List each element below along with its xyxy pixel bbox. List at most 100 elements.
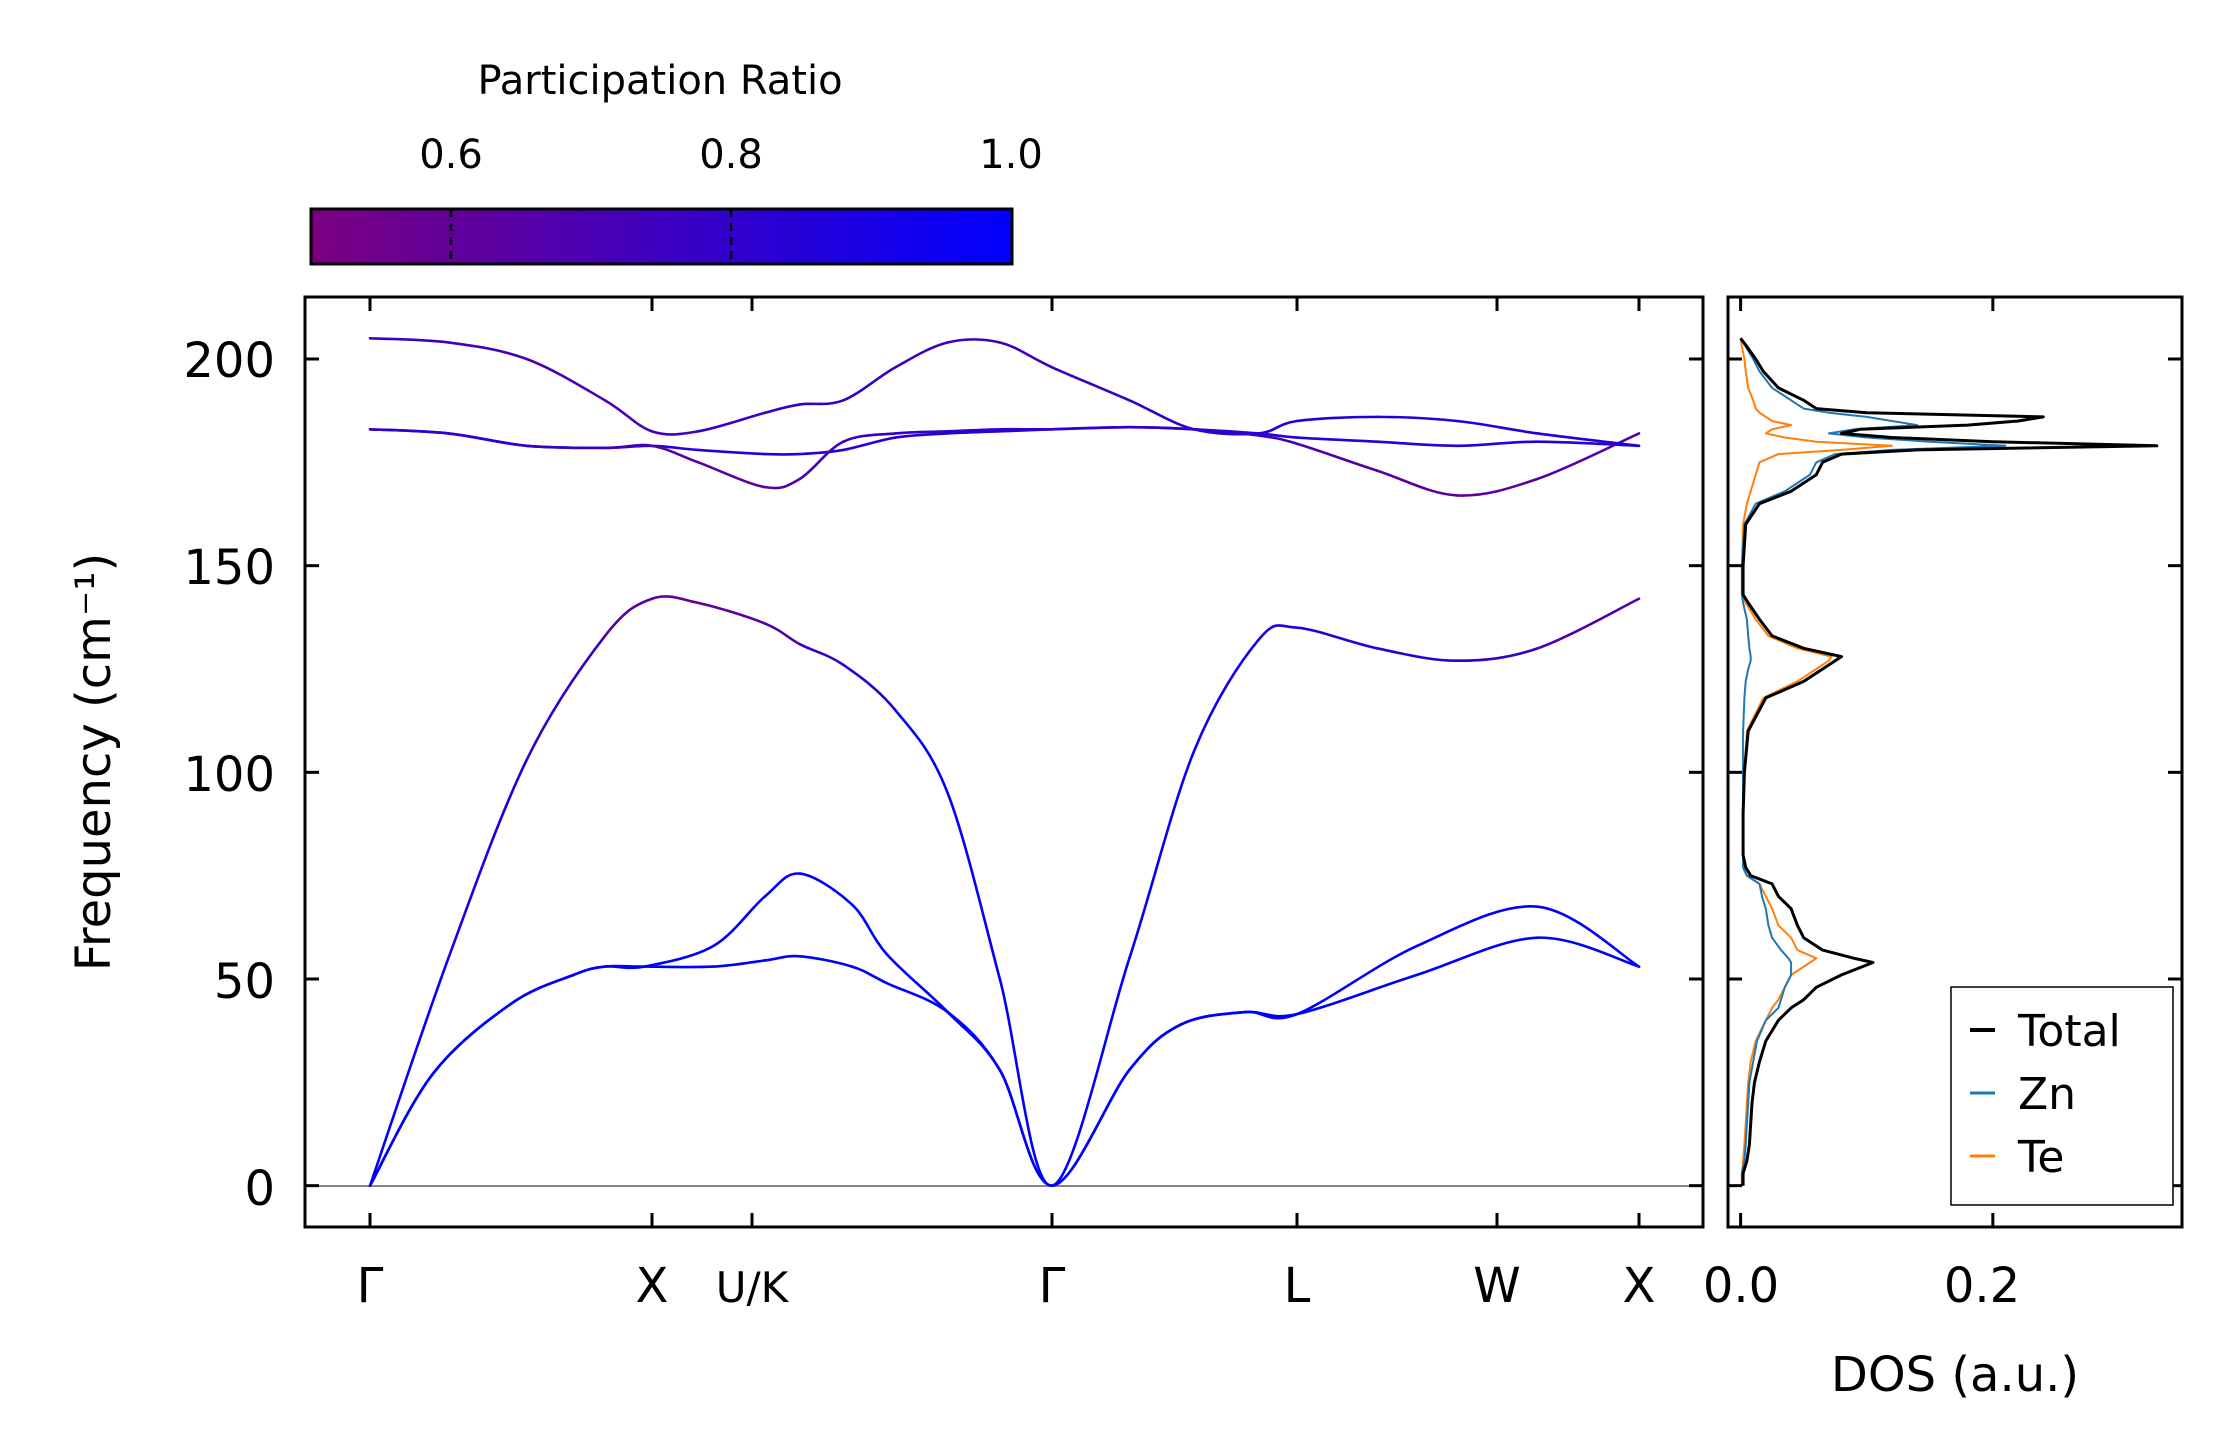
legend-label-total: Total [2017,1006,2121,1057]
band-6-segment [1257,419,1299,435]
band-2-segment [712,895,767,948]
dos-line-total [1739,337,2159,1186]
band-1-segment [1128,1023,1183,1072]
band-1-segment [1536,936,1641,968]
band-2-segment [1536,905,1641,968]
band-6-segment [842,365,897,402]
dos-axes-frame [1726,295,2184,1229]
dos-x-axis-label: DOS (a.u.) [1831,1347,2079,1403]
band-6-segment [1128,399,1196,431]
band-2-segment [763,872,802,898]
band-6-segment [525,357,607,402]
band-2-segment [642,944,715,968]
band-1-segment [1415,936,1539,977]
dos-x-ticklabel: 0.0 [1703,1258,1779,1314]
band-3-segment [1192,638,1260,753]
band-2-segment [368,1072,434,1187]
band-3-segment [447,758,528,960]
band-5-segment [894,430,949,435]
band-5-segment [696,461,767,489]
band-6-segment [998,341,1054,369]
band-3-segment [1455,647,1539,663]
band-6-segment [798,399,845,406]
band-2-segment [1128,1023,1183,1072]
dos-line-te [1739,338,1893,1186]
band-3-segment [650,595,700,605]
band-panel: 0 50 100 150 200 Frequency (cm⁻¹) Γ X U/… [66,295,1705,1314]
band-2-segment [850,903,889,956]
y-ticklabel: 0 [244,1161,275,1217]
band-6-segment [946,338,1002,344]
band-5-segment [842,432,897,443]
band-3-segment [946,791,1002,981]
band-5-segment [447,432,528,448]
band-6-segment [650,430,700,436]
band-2-segment [1179,1010,1247,1026]
band-4-segment [894,432,949,439]
x-ticklabel-u-k-text: U/K [716,1263,790,1312]
band-3-segment [1050,957,1131,1187]
x-ticklabel: L [1284,1258,1311,1314]
band-2-segment [1415,905,1539,948]
band-5-segment [946,427,1002,433]
band-6-segment [1375,415,1459,423]
band-5-segment [1257,434,1299,446]
band-5-segment [1295,442,1379,472]
band-4-segment [842,436,897,452]
y-ticklabel: 50 [214,954,275,1010]
band-2-segment [509,973,575,1006]
band-4-segment [1375,440,1459,448]
band-2-segment [1244,1010,1299,1020]
band-5-segment [1128,425,1196,431]
band-6-segment [763,403,802,415]
band-2-segment [1295,944,1419,1016]
band-4-segment [696,448,767,456]
band-3-segment [368,957,450,1187]
legend-frame [1950,986,2174,1206]
band-1-segment [885,981,949,1014]
band-3-segment [998,977,1054,1187]
colorbar-ticklabel: 0.8 [699,132,763,178]
band-1-segment [1295,973,1419,1016]
band-2-segment [431,1002,513,1076]
dos-x-ticklabel: 0.2 [1944,1258,2020,1314]
legend: Total Zn Te [1950,986,2174,1206]
y-ticklabel: 100 [183,747,275,803]
band-axes-frame [303,295,1705,1229]
band-3-segment [1257,624,1299,642]
band-5-segment [525,444,607,450]
band-3-segment [798,642,845,667]
colorbar-label: Participation Ratio [477,58,842,104]
band-6-segment [1192,427,1260,436]
band-5-segment [1455,477,1539,497]
band-6-segment [1050,365,1131,402]
band-4-segment [1295,436,1379,443]
band-2-segment [1050,1068,1131,1187]
band-1-segment [798,954,854,968]
legend-label-te: Te [2017,1132,2064,1183]
band-6-segment [894,341,949,369]
band-2-segment [572,965,607,977]
band-1-segment [712,959,767,968]
band-3-segment [1375,647,1459,663]
band-3-segment [603,597,654,638]
band-5-segment [650,444,700,464]
band-ticks [305,297,1703,1227]
band-6-segment [1536,432,1641,448]
band-2-segment [946,1010,1002,1072]
band-3-segment [1128,750,1196,960]
band-5-segment [1536,432,1641,481]
x-ticklabel: Γ [1039,1258,1066,1314]
x-ticklabel: X [1623,1258,1656,1314]
colorbar: Participation Ratio 0.6 0.8 1.0 [309,58,1043,266]
band-2-segment [603,965,646,970]
band-6-segment [447,341,528,361]
band-3-segment [1295,626,1379,650]
band-5-segment [798,440,845,481]
dos-panel: 0.0 0.2 DOS (a.u.) Total Zn Te [1703,295,2184,1403]
band-5-segment [1375,469,1459,497]
band-5-segment [603,443,654,450]
band-3-segment [842,663,897,712]
band-lines [368,337,1641,1187]
